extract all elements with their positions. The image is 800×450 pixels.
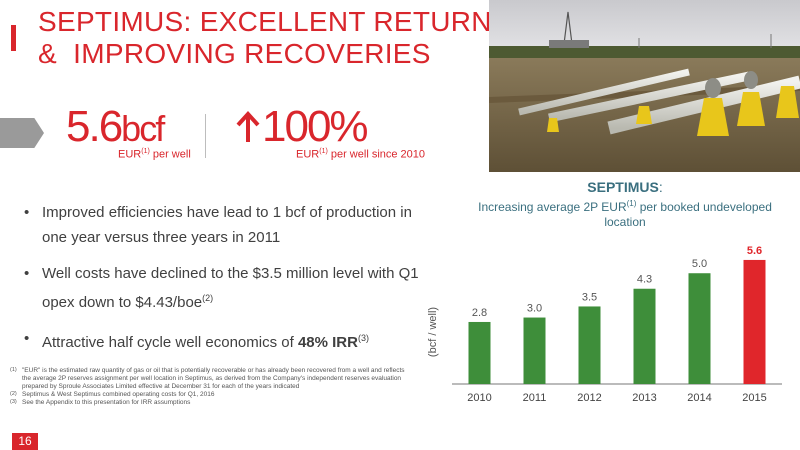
stat-growth-label-text: EUR [296,148,320,161]
stat-eur-unit: bcf [121,108,165,149]
footnotes: (1) "EUR" is the estimated raw quantity o… [10,367,415,407]
stat-eur-label-text: EUR [118,148,142,161]
chart-x-tick-2015: 2015 [742,392,766,404]
slide-title-line-1: SEPTIMUS: EXCELLENT RETURNS [38,6,511,37]
slide-title-line-2: & IMPROVING RECOVERIES [38,38,431,69]
chart-value-label-2010: 2.8 [472,307,487,319]
stat-eur-number: 5.6 [66,102,123,151]
footnote-text: Septimus & West Septimus combined operat… [22,391,215,398]
stat-growth-label-post: per well since 2010 [327,148,426,161]
chart-subtitle-sup: (1) [626,199,637,208]
title-accent-bar [11,25,16,51]
bullet-list: Improved efficiencies have lead to 1 bcf… [22,200,422,366]
footnote-text: See the Appendix to this presentation fo… [22,399,191,406]
stat-growth-value: 100% [262,102,369,151]
stat-eur-label: EUR(1) per well [118,148,191,161]
chart-value-label-2013: 4.3 [637,274,652,286]
stat-growth-label-sup: (1) [319,148,328,155]
pipeline-photo [489,0,800,172]
bullet-item: Well costs have declined to the $3.5 mil… [22,261,422,315]
chart-x-tick-2010: 2010 [467,392,491,404]
stat-divider [205,114,206,158]
chart-bar-2013 [633,288,656,384]
chart-x-tick-2011: 2011 [523,392,547,404]
footnote-marker: (1) [10,367,17,373]
stat-eur-value: 5.6bcf [66,102,165,154]
footnote: (3) See the Appendix to this presentation… [10,399,415,407]
bullet-sup: (3) [357,333,369,343]
bullet-sup: (2) [202,293,214,303]
pipeline-photo-illustration [489,0,800,172]
chart-bar-2012 [578,306,601,384]
chart-value-label-2012: 3.5 [582,291,597,303]
footnote: (2) Septimus & West Septimus combined ope… [10,391,415,399]
bullet-bold: 48% IRR [297,334,358,351]
stat-growth-label: EUR(1) per well since 2010 [296,148,425,161]
chart-y-axis-label: (bcf / well) [427,307,439,357]
chart-subtitle-post: per booked undeveloped location [604,200,772,229]
chart-title-text: SEPTIMUS [587,179,659,195]
footnote-marker: (2) [10,391,17,397]
chart-subtitle: Increasing average 2P EUR(1) per booked … [470,196,780,230]
chart-marks: 2.8 2010 3.0 2011 3.5 2012 4.3 2013 5.0 2014 5.6 20… [467,245,766,404]
chart-bar-2011 [523,317,546,384]
chart-bar-2010 [468,321,491,384]
footnote: (1) "EUR" is the estimated raw quantity o… [10,367,415,391]
bullet-text: Improved efficiencies have lead to 1 bcf… [42,204,412,246]
chart-bar-2014 [688,273,711,384]
bullet-item: Improved efficiencies have lead to 1 bcf… [22,200,422,250]
chart-title-block: SEPTIMUS: Increasing average 2P EUR(1) p… [470,178,780,230]
chart-bar-2015 [743,259,766,384]
chart-x-tick-2013: 2013 [632,392,656,404]
chart-value-label-2015: 5.6 [747,245,762,257]
footnote-marker: (3) [10,399,17,405]
bullet-item: Attractive half cycle well economics of … [22,326,422,355]
arrow-up-icon [236,111,260,142]
chart-x-tick-2014: 2014 [687,392,711,404]
chart-x-tick-2012: 2012 [577,392,601,404]
page-number: 16 [12,433,38,450]
chart-value-label-2014: 5.0 [692,258,707,270]
chart-subtitle-text: Increasing average 2P EUR [478,200,627,214]
chevron-arrow-icon [0,118,44,148]
chart-title: SEPTIMUS: [470,178,780,196]
eur-bar-chart: (bcf / well) 2.8 2010 3.0 2011 3.5 2012 4.3 201… [427,245,782,404]
bullet-text: Well costs have declined to the $3.5 mil… [42,265,419,311]
chart-title-colon: : [658,179,663,195]
stat-eur-label-sup: (1) [141,148,150,155]
bullet-text: Attractive half cycle well economics of [42,334,298,351]
slide-title: SEPTIMUS: EXCELLENT RETURNS & IMPROVING … [38,6,511,70]
stat-eur-label-post: per well [149,148,191,161]
chart-value-label-2011: 3.0 [527,303,542,315]
footnote-text: "EUR" is the estimated raw quantity of g… [22,367,405,390]
